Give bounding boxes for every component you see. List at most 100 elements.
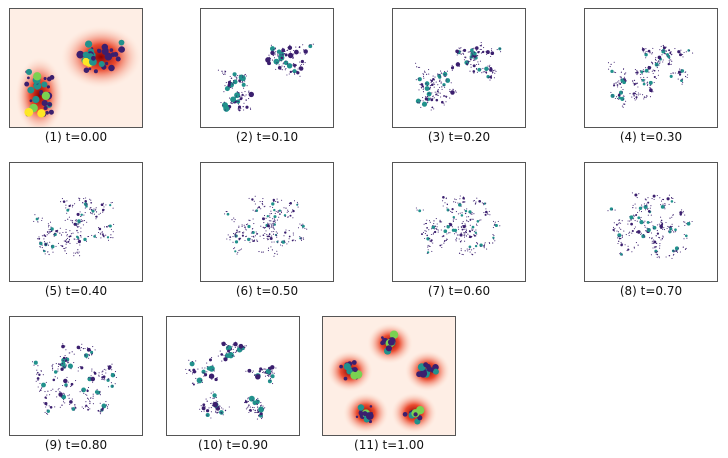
data-point-minor xyxy=(210,411,212,413)
data-point xyxy=(101,403,107,409)
data-point-minor xyxy=(91,234,93,236)
data-point-minor xyxy=(432,232,435,234)
data-point xyxy=(76,236,80,239)
data-point xyxy=(301,224,305,228)
data-point-minor xyxy=(488,77,490,79)
data-point-minor xyxy=(677,78,679,80)
data-point-minor xyxy=(65,243,67,245)
data-point-minor xyxy=(200,379,203,381)
panel-caption: (3) t=0.20 xyxy=(427,130,491,144)
data-point-minor xyxy=(273,224,275,226)
data-point xyxy=(90,350,94,354)
data-point-minor xyxy=(491,48,493,50)
data-point-minor xyxy=(668,226,670,228)
data-point-minor xyxy=(668,60,670,62)
data-point-minor xyxy=(669,51,671,53)
data-point-minor xyxy=(112,231,114,233)
data-point-minor xyxy=(62,360,64,362)
data-point xyxy=(352,367,358,373)
data-point-minor xyxy=(267,223,269,225)
data-point-minor xyxy=(288,204,291,207)
data-point-minor xyxy=(442,200,444,202)
data-point-minor xyxy=(91,353,94,355)
data-point-minor xyxy=(673,231,675,233)
data-point-minor xyxy=(655,234,657,237)
data-point xyxy=(252,400,258,406)
data-point-minor xyxy=(427,246,429,248)
data-point-minor xyxy=(664,208,666,210)
data-point xyxy=(441,100,444,104)
data-point-minor xyxy=(245,94,247,96)
data-point-minor xyxy=(87,387,90,389)
data-point xyxy=(644,53,648,57)
data-point-minor xyxy=(651,221,653,223)
data-point-minor xyxy=(202,372,204,374)
data-point-minor xyxy=(93,213,95,215)
data-point xyxy=(220,353,224,356)
data-point xyxy=(452,215,456,219)
data-point xyxy=(80,366,84,370)
data-point-minor xyxy=(614,97,616,100)
data-point-minor xyxy=(244,80,246,82)
data-point-minor xyxy=(436,223,438,225)
data-point xyxy=(67,363,73,369)
data-point-minor xyxy=(242,76,244,78)
data-point xyxy=(670,200,674,203)
data-point-minor xyxy=(280,54,282,56)
data-point-minor xyxy=(40,387,42,389)
data-point-minor xyxy=(272,227,274,229)
data-point-minor xyxy=(280,210,282,212)
data-point-minor xyxy=(274,48,277,50)
data-point xyxy=(60,234,63,236)
data-point-minor xyxy=(105,369,107,371)
data-point-minor xyxy=(297,52,299,54)
data-point xyxy=(464,209,468,213)
data-point-minor xyxy=(67,381,69,383)
data-point-minor xyxy=(241,91,243,93)
data-point-minor xyxy=(655,56,657,59)
data-point-minor xyxy=(653,228,655,230)
data-point-minor xyxy=(236,100,238,102)
data-point xyxy=(646,95,648,97)
data-point-minor xyxy=(488,210,490,212)
data-point-minor xyxy=(304,227,306,230)
data-point-minor xyxy=(224,85,226,87)
data-point-minor xyxy=(96,388,98,390)
data-point-minor xyxy=(671,225,673,227)
data-point-minor xyxy=(499,47,501,50)
data-point xyxy=(230,348,232,351)
data-point-minor xyxy=(105,401,107,403)
data-point-minor xyxy=(95,237,97,239)
data-point-minor xyxy=(65,247,67,249)
data-point-minor xyxy=(432,233,434,235)
data-point xyxy=(55,390,57,393)
data-point xyxy=(642,82,646,86)
data-point-minor xyxy=(205,398,207,400)
data-point-minor xyxy=(235,95,237,97)
data-point-minor xyxy=(100,411,102,413)
data-point-minor xyxy=(613,61,615,63)
data-point xyxy=(468,210,472,214)
data-point-minor xyxy=(656,230,658,232)
data-point-minor xyxy=(33,220,35,222)
data-point-minor xyxy=(247,400,250,402)
data-point-minor xyxy=(281,65,283,67)
data-point-minor xyxy=(285,68,287,70)
data-point-minor xyxy=(472,47,474,50)
data-point-minor xyxy=(264,232,266,235)
data-point-minor xyxy=(80,349,82,351)
data-point xyxy=(39,389,42,391)
data-point-minor xyxy=(83,214,85,216)
data-point-minor xyxy=(273,218,276,220)
data-point-minor xyxy=(661,198,663,200)
data-point-minor xyxy=(671,53,673,55)
data-point-minor xyxy=(644,79,646,81)
data-point xyxy=(667,55,671,59)
data-point-minor xyxy=(635,214,637,216)
data-point xyxy=(472,64,476,68)
data-point-minor xyxy=(273,222,275,225)
data-point xyxy=(85,205,88,208)
data-point-minor xyxy=(653,81,655,84)
data-point xyxy=(261,201,263,203)
data-point-minor xyxy=(650,66,652,68)
